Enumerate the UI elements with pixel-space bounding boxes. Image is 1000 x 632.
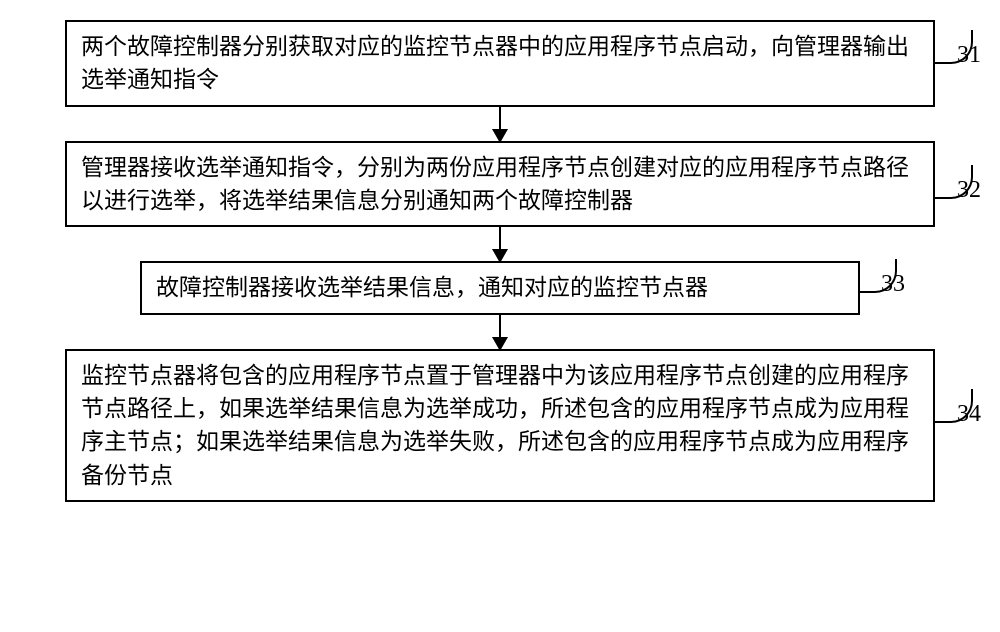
step-34-text: 监控节点器将包含的应用程序节点置于管理器中为该应用程序节点创建的应用程序节点路径… — [81, 363, 909, 488]
step-31-label: 31 — [957, 42, 981, 69]
step-32-box: 管理器接收选举通知指令，分别为两份应用程序节点创建对应的应用程序节点路径以进行选… — [65, 141, 935, 228]
flowchart-container: 两个故障控制器分别获取对应的监控节点器中的应用程序节点启动，向管理器输出选举通知… — [20, 20, 980, 502]
step-32-wrap: 管理器接收选举通知指令，分别为两份应用程序节点创建对应的应用程序节点路径以进行选… — [65, 141, 935, 228]
step-33-label: 33 — [881, 271, 905, 298]
arrow-32-33 — [499, 227, 501, 261]
step-33-text: 故障控制器接收选举结果信息，通知对应的监控节点器 — [156, 275, 708, 300]
step-31-wrap: 两个故障控制器分别获取对应的监控节点器中的应用程序节点启动，向管理器输出选举通知… — [65, 20, 935, 107]
step-33-wrap: 故障控制器接收选举结果信息，通知对应的监控节点器 33 — [65, 261, 935, 314]
step-34-box: 监控节点器将包含的应用程序节点置于管理器中为该应用程序节点创建的应用程序节点路径… — [65, 349, 935, 502]
arrow-31-32 — [499, 107, 501, 141]
step-31-text: 两个故障控制器分别获取对应的监控节点器中的应用程序节点启动，向管理器输出选举通知… — [81, 34, 909, 92]
step-31-box: 两个故障控制器分别获取对应的监控节点器中的应用程序节点启动，向管理器输出选举通知… — [65, 20, 935, 107]
arrow-33-34 — [499, 315, 501, 349]
step-34-label: 34 — [957, 401, 981, 428]
step-32-label: 32 — [957, 177, 981, 204]
step-34-wrap: 监控节点器将包含的应用程序节点置于管理器中为该应用程序节点创建的应用程序节点路径… — [65, 349, 935, 502]
step-32-text: 管理器接收选举通知指令，分别为两份应用程序节点创建对应的应用程序节点路径以进行选… — [81, 155, 909, 213]
step-33-box: 故障控制器接收选举结果信息，通知对应的监控节点器 — [140, 261, 860, 314]
